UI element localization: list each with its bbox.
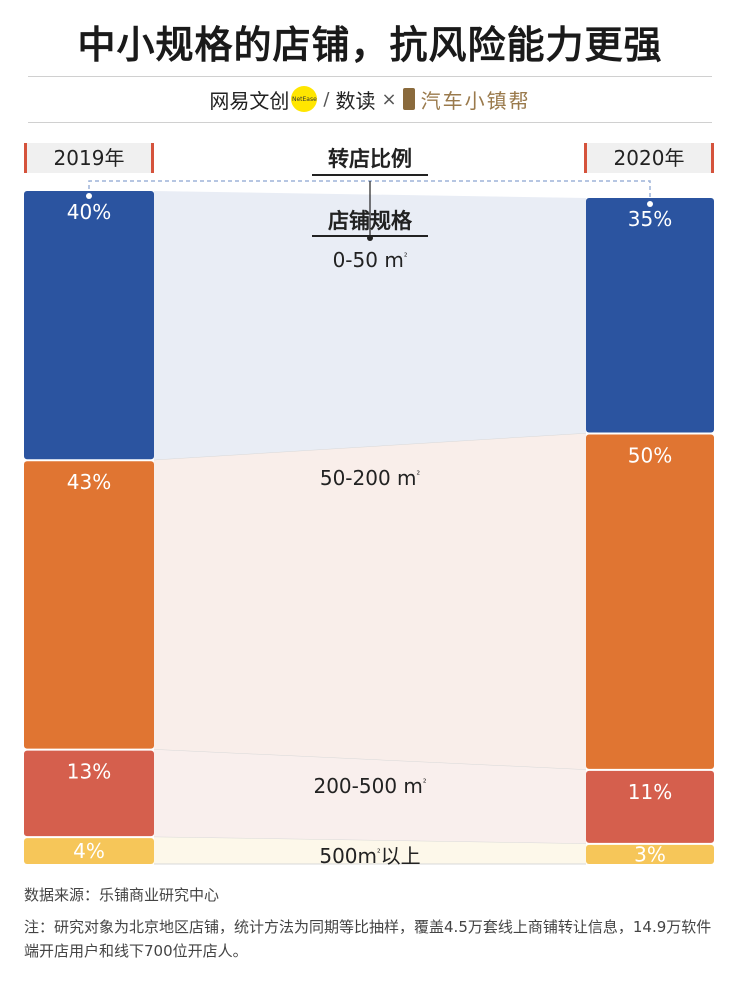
category-label-500-plus: 500m²以上	[319, 844, 421, 868]
data-source: 数据来源：乐铺商业研究中心	[24, 886, 220, 904]
band-0	[154, 191, 586, 461]
data-label-0-3: 4%	[73, 839, 105, 863]
netease-dot-icon: NetEase	[291, 86, 318, 112]
category-label-500-plus-text: 500m	[319, 844, 378, 868]
bar-2020年-0	[586, 198, 714, 433]
data-label-0-2: 13%	[67, 760, 111, 784]
bar-2020年-2	[586, 770, 714, 843]
brand-divider	[28, 122, 712, 123]
brand-left: 网易文创	[209, 88, 290, 113]
data-label-0-1: 43%	[67, 470, 111, 494]
data-label-1-0: 35%	[628, 207, 672, 231]
category-label-200-500-text: 200-500 m	[313, 774, 423, 798]
category-label-50-200-text: 50-200 m	[319, 466, 417, 490]
bar-2019年-0	[24, 191, 154, 460]
bar-2019年-3	[24, 838, 154, 864]
page-title: 中小规格的店铺，抗风险能力更强	[77, 23, 663, 67]
seal-icon	[402, 88, 415, 110]
footnote: 注：研究对象为北京地区店铺，统计方法为同期等比抽样，覆盖4.5万套线上商铺转让信…	[24, 918, 712, 960]
brand-right-main: 汽车小镇	[420, 88, 509, 113]
sub-title: 店铺规格	[328, 209, 412, 233]
brand-mid: 数读	[335, 88, 376, 113]
category-label-200-500: 200-500 m²	[313, 774, 427, 798]
bar-2019年-1	[24, 461, 154, 749]
band-1	[154, 433, 586, 770]
data-label-1-3: 3%	[634, 842, 666, 866]
category-label-50-200: 50-200 m²	[319, 466, 421, 490]
connector-layer	[88, 180, 651, 238]
year-label-2020: 2020年	[584, 143, 714, 173]
chart-canvas: 40% 43% 13% 4% 35% 50% 11% 3%	[24, 180, 714, 866]
center-title-underline	[312, 174, 428, 176]
band-2	[154, 749, 586, 844]
connector-dot-0	[86, 193, 92, 199]
bar-2020年-3	[586, 844, 714, 864]
brand-cross: ×	[381, 88, 397, 110]
category-label-0-50: 0-50 m²	[332, 248, 408, 272]
data-label-1-2: 11%	[628, 780, 672, 804]
bar-layer: 40% 43% 13% 4% 35% 50% 11% 3%	[24, 191, 714, 866]
brand-right: 汽车小镇帮	[421, 85, 531, 114]
band-layer	[153, 191, 587, 865]
brand-slash: /	[323, 88, 330, 110]
category-label-0-50-text: 0-50 m	[332, 248, 404, 272]
category-label-500-plus-suffix: 以上	[380, 844, 421, 868]
brand-bar: 网易文创 NetEase / 数读 × 汽车小镇帮	[0, 84, 740, 114]
band-3	[154, 837, 586, 864]
year-label-2019: 2019年	[24, 143, 154, 173]
title-divider	[28, 76, 712, 77]
brand-right-suffix: 帮	[508, 88, 531, 113]
bar-2020年-1	[586, 434, 714, 769]
connector-dot-1	[647, 201, 653, 207]
data-label-0-0: 40%	[67, 200, 111, 224]
sub-title-underline	[312, 235, 428, 237]
data-label-1-1: 50%	[628, 443, 672, 467]
center-title: 转店比例	[328, 147, 412, 171]
bar-2019年-2	[24, 750, 154, 837]
